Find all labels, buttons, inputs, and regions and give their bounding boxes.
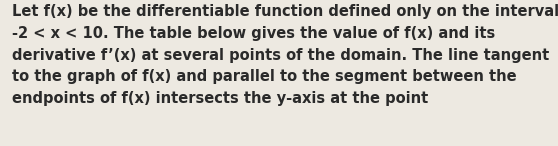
Text: Let f(x) be the differentiable function defined only on the interval
-2 < x < 10: Let f(x) be the differentiable function … [12,4,558,106]
